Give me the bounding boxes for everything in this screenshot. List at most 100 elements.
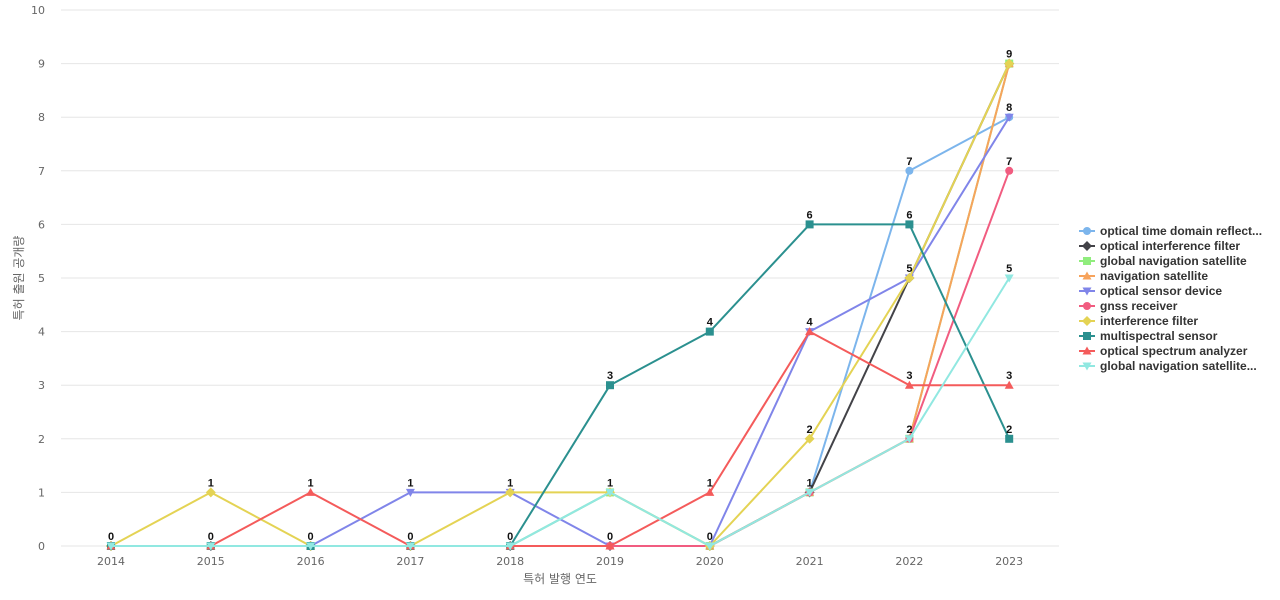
- legend-marker: [1082, 271, 1092, 280]
- data-label: 3: [607, 370, 613, 382]
- data-point: [505, 487, 516, 498]
- series-6[interactable]: [106, 58, 1015, 551]
- x-tick-label: 2019: [596, 555, 624, 568]
- data-point: [705, 542, 715, 551]
- data-point: [805, 220, 814, 229]
- legend-label: optical spectrum analyzer: [1100, 344, 1248, 358]
- data-label: 0: [208, 531, 214, 543]
- data-point: [205, 487, 216, 498]
- data-label: 3: [906, 370, 912, 382]
- y-tick-label: 5: [38, 272, 45, 285]
- data-label: 5: [906, 263, 912, 275]
- series-line: [111, 277, 1011, 547]
- y-tick-label: 4: [38, 326, 45, 339]
- y-tick-label: 1: [38, 486, 45, 499]
- legend-marker: [1083, 302, 1091, 310]
- series-1[interactable]: [106, 58, 1015, 551]
- legend-marker: [1083, 227, 1091, 235]
- series-9[interactable]: [106, 274, 1014, 551]
- series-line: [110, 63, 1011, 547]
- legend-label: global navigation satellite: [1100, 254, 1247, 268]
- data-point: [904, 435, 914, 444]
- data-label: 0: [707, 531, 713, 543]
- legend-item[interactable]: optical sensor device: [1079, 284, 1222, 298]
- data-label: 0: [108, 531, 114, 543]
- data-label: 1: [607, 477, 613, 489]
- legend-item[interactable]: optical spectrum analyzer: [1079, 344, 1248, 358]
- x-tick-label: 2021: [796, 555, 824, 568]
- legend-item[interactable]: gnss receiver: [1079, 299, 1178, 313]
- legend-item[interactable]: global navigation satellite...: [1079, 359, 1257, 373]
- legend-marker: [1082, 346, 1092, 355]
- y-tick-label: 3: [38, 379, 45, 392]
- data-label: 1: [807, 477, 813, 489]
- data-point: [405, 542, 415, 551]
- legend-label: multispectral sensor: [1100, 329, 1218, 343]
- legend-item[interactable]: multispectral sensor: [1079, 329, 1218, 343]
- data-point: [1004, 380, 1014, 389]
- y-axis-ticks: 0 1 2 3 4 5 6 7 8 9 10: [31, 4, 45, 553]
- data-label: 1: [407, 477, 413, 489]
- data-point: [1004, 58, 1015, 69]
- data-label: 8: [1006, 102, 1012, 114]
- data-label: 7: [906, 156, 912, 168]
- legend-item[interactable]: navigation satellite: [1079, 269, 1208, 283]
- series-line: [111, 170, 1011, 547]
- data-label: 1: [507, 477, 513, 489]
- data-point: [1004, 274, 1014, 283]
- data-point: [605, 541, 615, 550]
- data-label: 1: [208, 477, 214, 489]
- data-point: [405, 488, 415, 497]
- series-2[interactable]: [107, 59, 1014, 550]
- y-tick-label: 7: [38, 165, 45, 178]
- data-label: 0: [407, 531, 413, 543]
- data-point: [905, 166, 914, 175]
- x-tick-label: 2017: [396, 555, 424, 568]
- x-axis-ticks: 2014 2015 2016 2017 2018 2019 2020 2021 2022 2023: [97, 555, 1023, 568]
- series-3[interactable]: [106, 59, 1014, 550]
- x-tick-label: 2016: [297, 555, 325, 568]
- x-tick-label: 2022: [895, 555, 923, 568]
- legend-marker: [1082, 362, 1092, 371]
- data-point: [306, 487, 316, 496]
- data-label: 6: [906, 209, 912, 221]
- data-point: [904, 380, 914, 389]
- data-labels: 0 1 0 1 0 1 0 1 0 3 1 0 4 1 0 6 4 2 1 7 6 5 3 2 9 8 7 5 3 2: [108, 49, 1012, 543]
- legend-label: optical sensor device: [1100, 284, 1222, 298]
- legend-label: interference filter: [1100, 314, 1198, 328]
- series-line: [111, 63, 1011, 547]
- y-axis-title: 특허 출원 공개량: [12, 236, 26, 321]
- y-tick-label: 10: [31, 4, 45, 17]
- data-point: [705, 327, 714, 336]
- data-label: 1: [707, 477, 713, 489]
- data-label: 2: [1006, 424, 1012, 436]
- data-label: 2: [906, 424, 912, 436]
- legend-marker: [1083, 332, 1091, 340]
- legend-marker: [1083, 257, 1091, 265]
- data-label: 1: [308, 477, 314, 489]
- legend-marker: [1082, 287, 1092, 296]
- data-label: 9: [1006, 49, 1012, 61]
- legend-item[interactable]: interference filter: [1079, 314, 1198, 328]
- legend-item[interactable]: optical time domain reflect...: [1079, 224, 1262, 238]
- legend-label: gnss receiver: [1100, 299, 1178, 313]
- data-label: 0: [607, 531, 613, 543]
- data-label: 4: [707, 317, 714, 329]
- legend-label: global navigation satellite...: [1100, 359, 1257, 373]
- data-point: [606, 381, 614, 390]
- series-line: [111, 330, 1010, 547]
- legend-label: optical time domain reflect...: [1100, 224, 1262, 238]
- data-point: [605, 488, 615, 497]
- x-tick-label: 2015: [197, 555, 225, 568]
- data-label: 5: [1006, 263, 1012, 275]
- data-point: [805, 327, 815, 336]
- legend[interactable]: optical time domain reflect...optical in…: [1079, 224, 1262, 373]
- legend-marker: [1082, 241, 1092, 251]
- series-lines: [106, 58, 1015, 551]
- y-tick-label: 6: [38, 218, 45, 231]
- data-point: [1005, 166, 1014, 175]
- legend-item[interactable]: global navigation satellite: [1079, 254, 1247, 268]
- data-label: 4: [807, 317, 814, 329]
- data-label: 2: [807, 424, 813, 436]
- legend-item[interactable]: optical interference filter: [1079, 239, 1240, 253]
